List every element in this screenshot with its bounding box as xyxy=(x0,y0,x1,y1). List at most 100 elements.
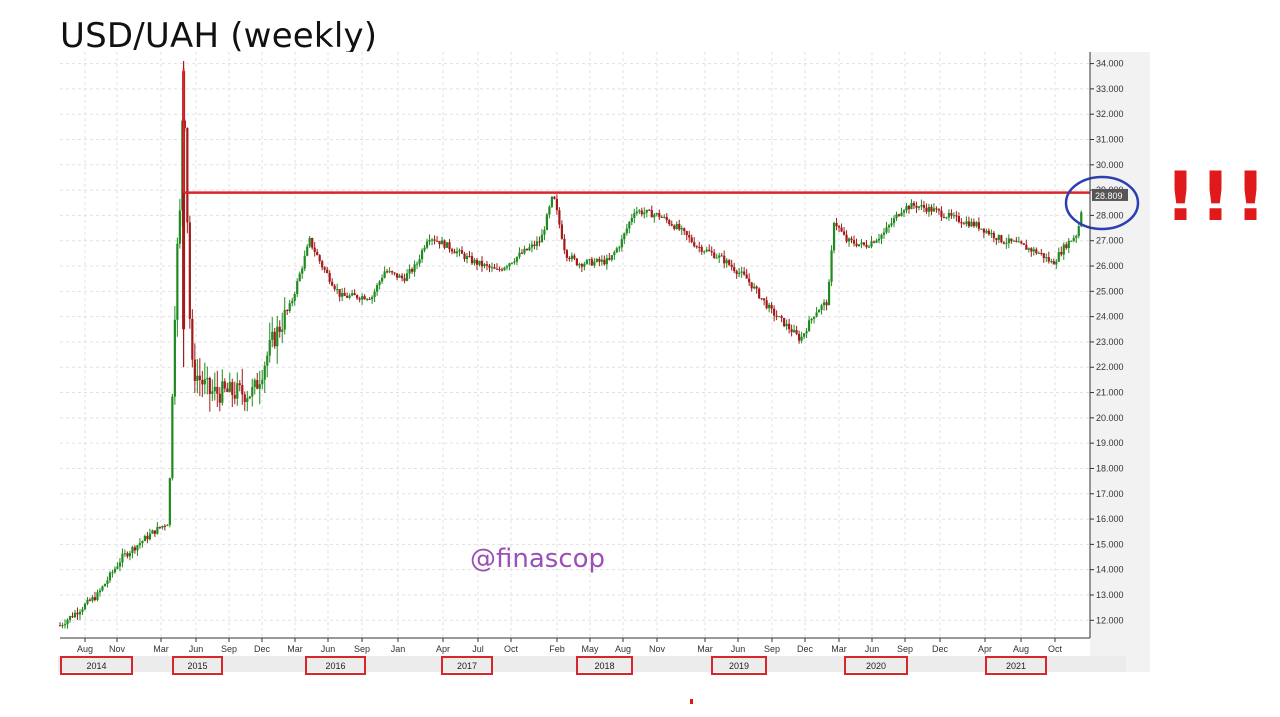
candle-body xyxy=(605,258,608,265)
candle-body xyxy=(178,210,181,244)
year-label: 2018 xyxy=(594,661,614,671)
candle-body xyxy=(650,210,653,218)
candle-body xyxy=(1045,257,1048,259)
candle-body xyxy=(182,71,186,330)
candle-body xyxy=(208,378,211,394)
candle-body xyxy=(608,258,611,260)
last-price-label: 28.809 xyxy=(1095,191,1123,201)
x-tick-label: Sep xyxy=(897,644,913,654)
candle-body xyxy=(690,237,693,243)
candle-body xyxy=(328,272,331,282)
candle-body xyxy=(163,525,166,527)
candle-body xyxy=(500,269,504,271)
candle-body xyxy=(158,526,161,528)
candle-body xyxy=(131,547,134,553)
candle-body xyxy=(1025,244,1028,250)
candle-body xyxy=(827,281,831,306)
candle-body xyxy=(628,222,631,229)
candle-body xyxy=(937,209,941,211)
candle-body xyxy=(613,252,616,256)
y-tick-label: 32.000 xyxy=(1096,109,1124,119)
candle-body xyxy=(1022,243,1025,245)
candle-body xyxy=(857,244,861,247)
candle-body xyxy=(773,308,776,316)
candle-body xyxy=(685,231,688,236)
candle-body xyxy=(530,244,534,248)
candle-body xyxy=(435,240,439,242)
candle-body xyxy=(955,215,958,217)
candle-body xyxy=(376,285,379,292)
candle-body xyxy=(408,269,411,274)
x-tick-label: Sep xyxy=(221,644,237,654)
candle-body xyxy=(1055,261,1058,265)
y-tick-label: 13.000 xyxy=(1096,590,1124,600)
candle-body xyxy=(865,244,868,248)
candle-body xyxy=(318,255,321,262)
x-tick-label: Aug xyxy=(77,644,93,654)
candle-body xyxy=(273,331,276,347)
candle-body xyxy=(505,266,509,268)
candle-body xyxy=(490,267,494,269)
candle-body xyxy=(1047,257,1050,262)
candle-body xyxy=(573,255,576,259)
year-box xyxy=(985,656,1047,675)
candle-body xyxy=(410,269,414,272)
candle-body xyxy=(386,271,389,273)
candle-body xyxy=(493,267,496,269)
candle-body xyxy=(970,221,973,227)
candle-body xyxy=(253,380,256,388)
candle-body xyxy=(488,265,491,268)
candle-body xyxy=(161,525,164,528)
candle-body xyxy=(760,298,763,300)
candle-body xyxy=(655,213,658,215)
candle-body xyxy=(495,268,499,270)
candle-body xyxy=(126,553,129,557)
year-box xyxy=(711,656,767,675)
candle-body xyxy=(148,533,151,540)
candle-body xyxy=(301,268,304,274)
candle-body xyxy=(895,214,898,219)
candle-body xyxy=(698,246,701,248)
last-price-tag: 28.809 xyxy=(1092,188,1128,201)
candle-body xyxy=(211,391,214,394)
candle-body xyxy=(63,624,67,626)
candle-body xyxy=(745,274,748,279)
candle-body xyxy=(308,237,311,247)
candle-body xyxy=(146,535,149,540)
candle-body xyxy=(668,220,671,225)
candles xyxy=(58,61,1083,629)
candle-body xyxy=(523,248,526,254)
year-box xyxy=(172,656,223,675)
candle-body xyxy=(965,221,968,225)
candle-body xyxy=(558,210,561,225)
candle-body xyxy=(278,326,281,332)
candle-body xyxy=(917,206,921,208)
candle-body xyxy=(423,247,426,251)
candle-body xyxy=(798,333,801,341)
candle-body xyxy=(932,208,936,212)
candle-body xyxy=(972,221,975,227)
candle-body xyxy=(93,597,97,600)
candle-body xyxy=(440,240,444,245)
x-tick-label: Oct xyxy=(504,644,519,654)
candle-body xyxy=(743,271,746,275)
candle-body xyxy=(321,261,324,268)
candle-body xyxy=(763,298,766,301)
candle-body xyxy=(263,365,266,380)
candle-body xyxy=(875,240,878,243)
candle-body xyxy=(675,223,678,229)
candle-body xyxy=(293,293,296,301)
candle-body xyxy=(400,275,404,279)
candle-body xyxy=(920,205,923,207)
candle-body xyxy=(153,530,156,534)
candle-body xyxy=(755,286,758,289)
candle-body xyxy=(480,260,484,267)
candle-body xyxy=(233,395,236,399)
candle-body xyxy=(930,206,933,212)
y-tick-label: 21.000 xyxy=(1096,388,1124,398)
candle-body xyxy=(550,196,554,207)
year-label: 2021 xyxy=(1006,661,1026,671)
candle-body xyxy=(710,251,713,253)
y-tick-label: 26.000 xyxy=(1096,261,1124,271)
candle-body xyxy=(555,198,558,211)
